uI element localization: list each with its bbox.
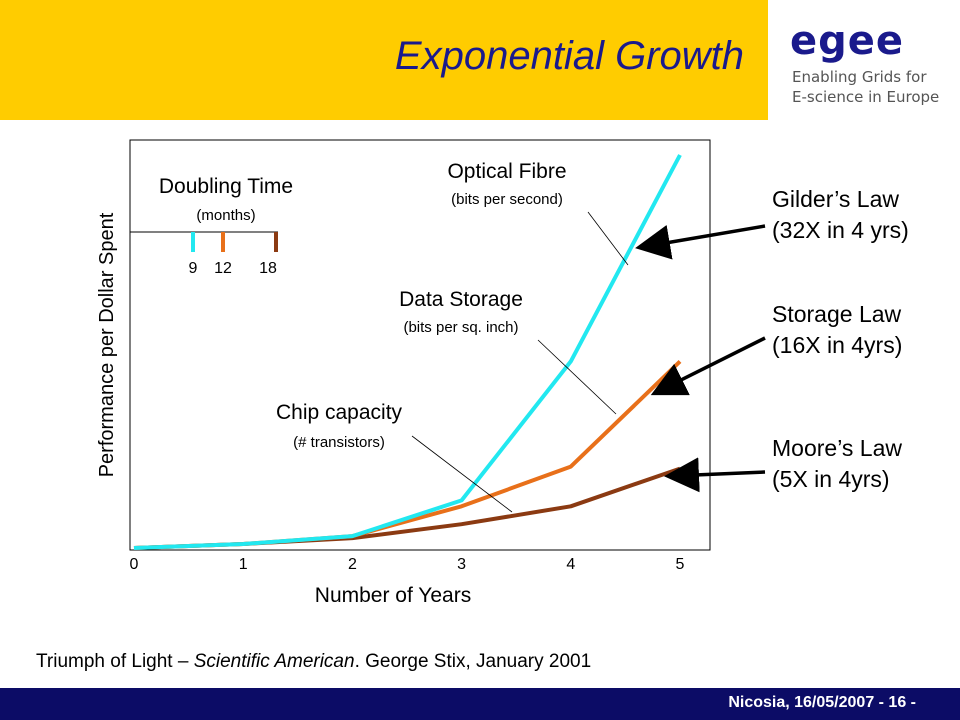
label-optical-fibre: Optical Fibre — [447, 160, 566, 183]
logo-word: egee — [790, 18, 905, 64]
x-tick-label: 2 — [348, 556, 357, 573]
legend-subtitle: (months) — [196, 207, 255, 224]
label-chip-capacity-unit: (# transistors) — [293, 434, 385, 451]
x-tick-label: 0 — [130, 556, 139, 573]
series-lines — [133, 154, 682, 550]
label-data-storage-unit: (bits per sq. inch) — [403, 319, 518, 336]
slide-title: Exponential Growth — [394, 34, 744, 78]
arrow-gilders-law — [635, 224, 766, 260]
legend: Doubling Time (months) 9 12 18 — [130, 175, 293, 277]
y-axis-label: Performance per Dollar Spent — [96, 212, 118, 477]
leader-optical-fibre — [587, 211, 629, 266]
arrow-moores-law — [664, 457, 766, 493]
legend-title: Doubling Time — [159, 175, 293, 198]
x-axis-label: Number of Years — [315, 584, 471, 607]
leader-data-storage — [537, 339, 617, 415]
gilders-law: Gilder’s Law (32X in 4 yrs) — [772, 184, 909, 246]
gilders-law-name: Gilder’s Law — [772, 186, 899, 212]
x-tick-label: 5 — [676, 556, 685, 573]
storage-law: Storage Law (16X in 4yrs) — [772, 299, 902, 361]
leader-chip-capacity — [411, 435, 513, 513]
x-tick-label: 1 — [239, 556, 248, 573]
label-chip-capacity: Chip capacity — [276, 401, 403, 424]
title-band: Exponential Growth — [0, 0, 768, 120]
logo-tagline-1: Enabling Grids for — [792, 68, 927, 86]
gilders-law-detail: (32X in 4 yrs) — [772, 217, 909, 243]
moores-law-detail: (5X in 4yrs) — [772, 466, 890, 492]
footer-band: Nicosia, 16/05/2007 - 16 - — [0, 688, 960, 720]
series-labels: Optical Fibre (bits per second) Data Sto… — [276, 160, 629, 513]
citation-title: Triumph of Light – — [36, 651, 194, 672]
moores-law: Moore’s Law (5X in 4yrs) — [772, 433, 902, 495]
plot-frame — [129, 139, 711, 551]
citation: Triumph of Light – Scientific American. … — [36, 651, 591, 673]
moores-law-name: Moore’s Law — [772, 435, 902, 461]
x-tick-label: 4 — [566, 556, 575, 573]
label-optical-fibre-unit: (bits per second) — [451, 191, 563, 208]
arrow-storage-law — [650, 336, 766, 396]
x-tick-labels: 0 1 2 3 4 5 — [130, 556, 685, 573]
logo-tagline-2: E-science in Europe — [792, 88, 940, 106]
x-tick-label: 3 — [457, 556, 466, 573]
law-arrows — [635, 224, 766, 493]
line-chip-capacity — [133, 466, 681, 550]
egee-logo: egee Enabling Grids for E-science in Eur… — [790, 18, 950, 114]
line-optical-fibre — [133, 154, 682, 550]
footer-text: Nicosia, 16/05/2007 - 16 - — [728, 694, 916, 711]
citation-journal: Scientific American — [193, 651, 355, 672]
label-data-storage: Data Storage — [399, 288, 523, 311]
storage-law-name: Storage Law — [772, 301, 902, 327]
legend-label: 9 — [189, 260, 198, 277]
legend-label: 12 — [214, 260, 232, 277]
storage-law-detail: (16X in 4yrs) — [772, 332, 903, 358]
legend-label: 18 — [259, 260, 277, 277]
citation-author-date: . George Stix, January 2001 — [354, 651, 592, 672]
